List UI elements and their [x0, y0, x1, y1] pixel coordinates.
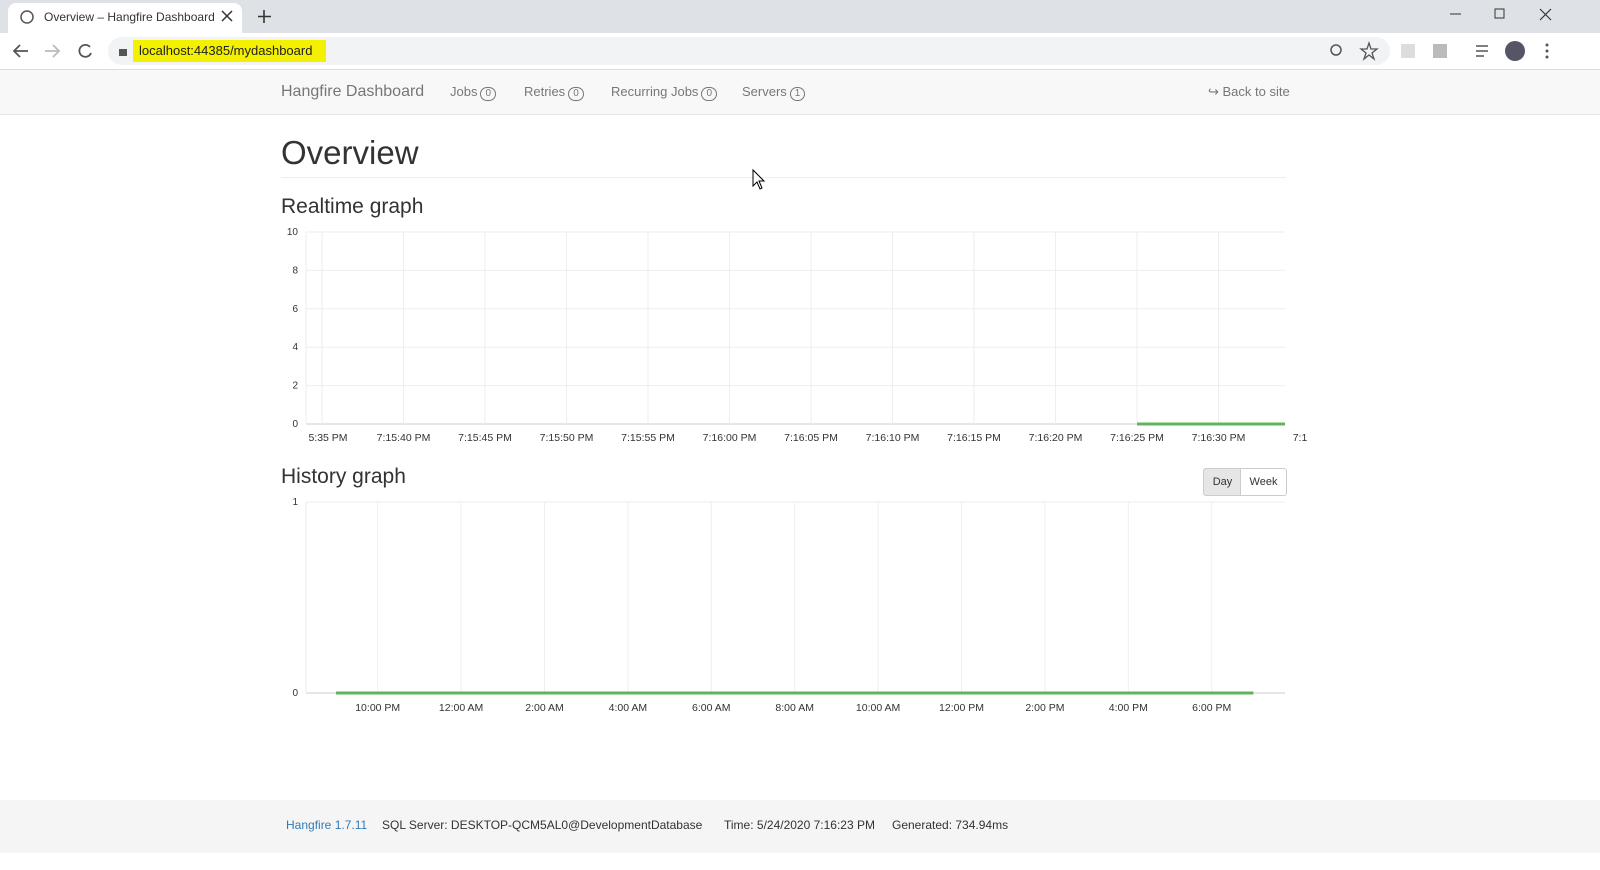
- nav-label[interactable]: Recurring Jobs: [611, 84, 699, 99]
- sql-server: SQL Server: DESKTOP-QCM5AL0@DevelopmentD…: [382, 818, 703, 832]
- x-tick-label: 8:00 AM: [775, 702, 814, 714]
- browser-icons: [12, 8, 1552, 61]
- x-tick-label: 7:16:00 PM: [703, 432, 757, 444]
- x-tick-label: 10:00 AM: [856, 702, 900, 714]
- x-tick-label: 7:15:40 PM: [377, 432, 431, 444]
- nav-item[interactable]: Servers 1: [742, 84, 806, 101]
- x-tick-label: 7:16:25 PM: [1110, 432, 1164, 444]
- brand[interactable]: Hangfire Dashboard: [281, 83, 425, 100]
- version-link[interactable]: Hangfire 1.7.11: [286, 818, 368, 832]
- section-title: Realtime graph: [281, 195, 424, 218]
- x-tick-label: 12:00 PM: [939, 702, 984, 714]
- week-button[interactable]: Week: [1240, 468, 1287, 496]
- back-link-text[interactable]: Back to site: [1222, 84, 1290, 99]
- nav-label[interactable]: Retries: [524, 84, 566, 99]
- x-tick-label: 7:16:30 PM: [1192, 432, 1246, 444]
- y-tick-label: 4: [292, 342, 298, 353]
- x-tick-label: 6:00 PM: [1192, 702, 1231, 714]
- x-tick-label: 7:1: [1293, 432, 1308, 444]
- y-tick-label: 2: [292, 381, 298, 392]
- x-tick-label: 7:16:05 PM: [784, 432, 838, 444]
- x-tick-label: 7:15:55 PM: [621, 432, 675, 444]
- generated: Generated: 734.94ms: [892, 818, 1009, 832]
- y-tick-label: 0: [292, 688, 298, 699]
- page-title: Overview: [281, 134, 419, 171]
- nav-item[interactable]: Jobs 0: [450, 84, 497, 101]
- nav-item[interactable]: Retries 0: [524, 84, 584, 101]
- nav-badge: 1: [789, 87, 806, 101]
- x-tick-label: 7:15:50 PM: [540, 432, 594, 444]
- y-tick-label: 1: [292, 497, 298, 508]
- x-tick-label: 2:00 AM: [525, 702, 564, 714]
- x-tick-label: 7:16:10 PM: [866, 432, 920, 444]
- x-tick-label: 2:00 PM: [1025, 702, 1064, 714]
- back-link[interactable]: ↪ Back to site: [1208, 84, 1290, 99]
- footer: [0, 800, 1600, 853]
- x-tick-label: 4:00 PM: [1109, 702, 1148, 714]
- x-tick-label: 6:00 AM: [692, 702, 731, 714]
- x-tick-label: 7:15:45 PM: [458, 432, 512, 444]
- divider: [281, 177, 1286, 178]
- section-title: History graph: [281, 465, 406, 488]
- day-button[interactable]: Day: [1203, 468, 1242, 496]
- x-tick-label: 10:00 PM: [355, 702, 400, 714]
- nav-badge: 0: [701, 87, 717, 101]
- nav-badge: 0: [568, 87, 584, 101]
- x-tick-label: 7:16:15 PM: [947, 432, 1001, 444]
- y-tick-label: 6: [292, 304, 298, 315]
- nav-item[interactable]: Recurring Jobs 0: [611, 84, 717, 101]
- cursor: [752, 168, 766, 190]
- x-tick-label: 5:35 PM: [308, 432, 347, 444]
- y-tick-label: 0: [292, 419, 298, 430]
- x-tick-label: 12:00 AM: [439, 702, 483, 714]
- y-tick-label: 8: [292, 265, 298, 276]
- tab[interactable]: [8, 3, 242, 33]
- y-tick-label: 10: [287, 227, 299, 238]
- x-tick-label: 7:16:20 PM: [1029, 432, 1083, 444]
- nav-label[interactable]: Jobs: [450, 84, 478, 99]
- x-tick-label: 4:00 AM: [609, 702, 648, 714]
- nav-badge: 0: [480, 87, 497, 101]
- url[interactable]: localhost:44385/mydashboard: [133, 40, 327, 62]
- time: Time: 5/24/2020 7:16:23 PM: [724, 818, 875, 832]
- tab-title[interactable]: Overview – Hangfire Dashboard: [44, 10, 215, 24]
- nav-label[interactable]: Servers: [742, 84, 787, 99]
